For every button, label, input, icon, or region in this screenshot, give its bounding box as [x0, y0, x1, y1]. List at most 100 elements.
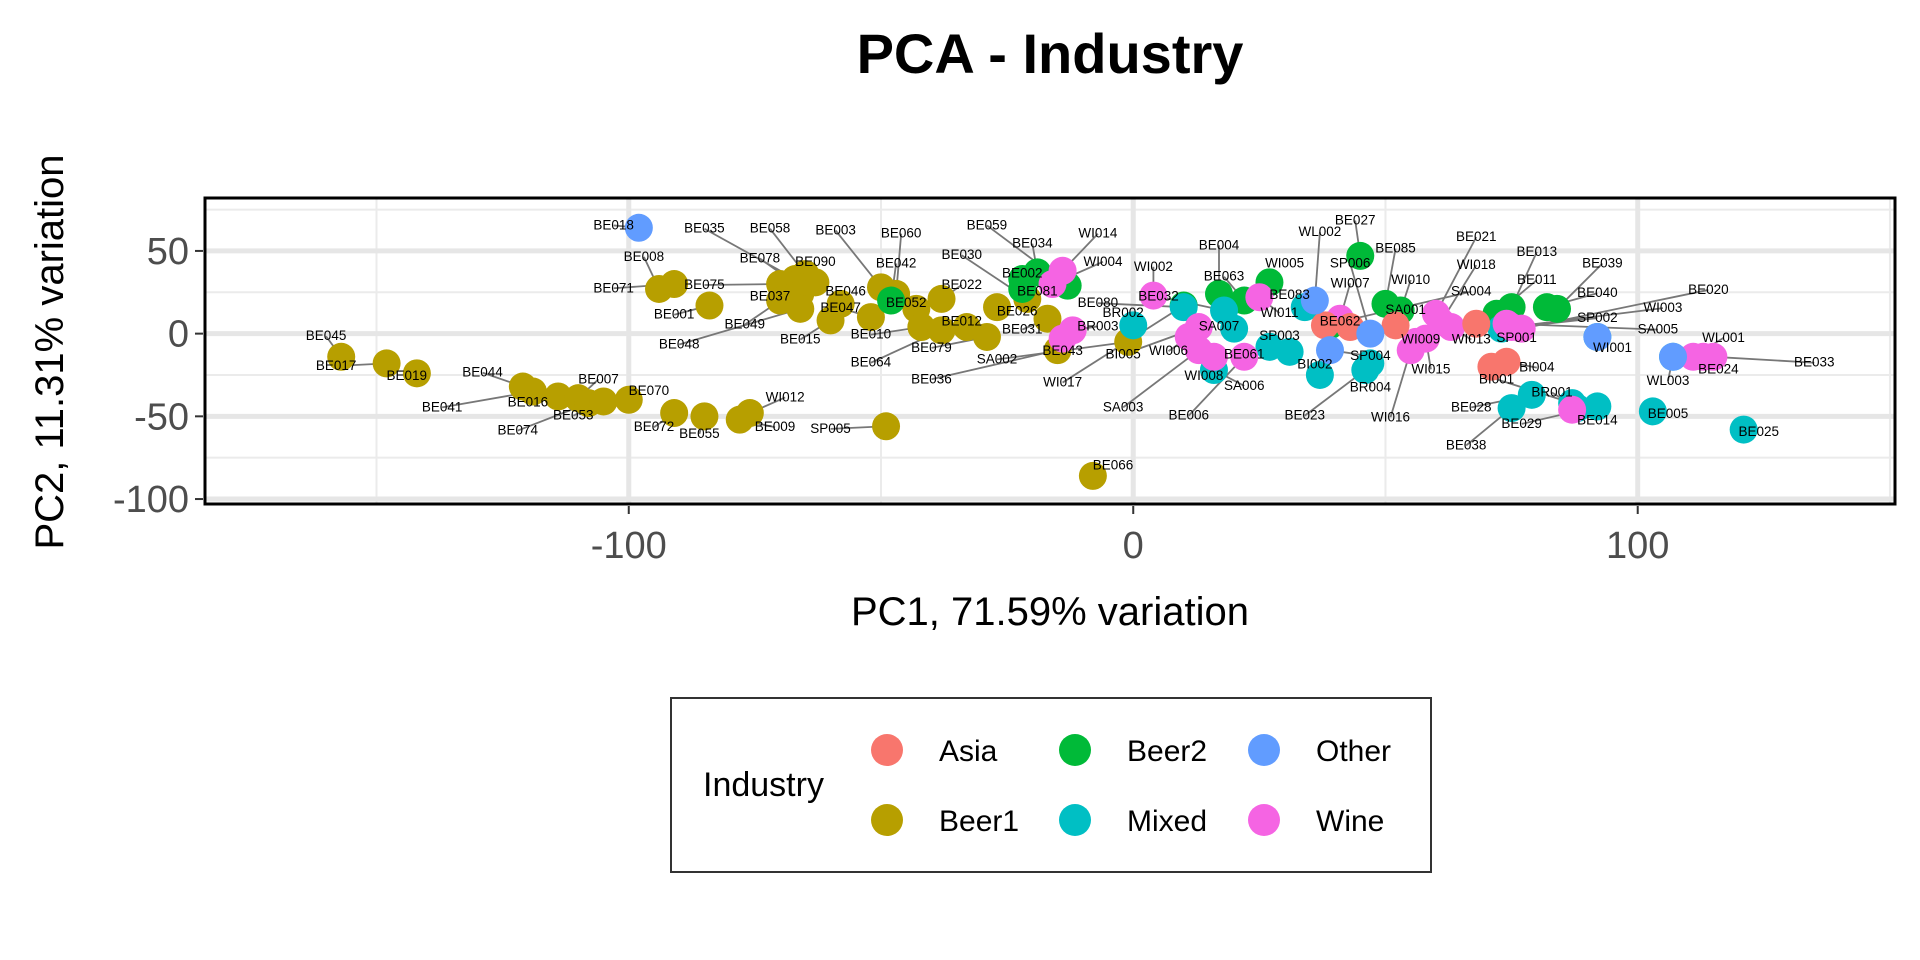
point-label: WI018: [1457, 257, 1496, 272]
point-label: BI001: [1479, 371, 1514, 386]
point-label: BE078: [740, 251, 781, 266]
point-label: WI017: [1043, 375, 1082, 390]
point-label: BE013: [1517, 244, 1558, 259]
point-label: BE080: [1078, 295, 1119, 310]
legend-label-other: Other: [1316, 735, 1391, 768]
point-label: BE079: [911, 340, 952, 355]
point-beer1: [983, 293, 1012, 322]
point-beer1: [544, 382, 573, 411]
legend-label-mixed: Mixed: [1127, 805, 1207, 838]
point-label: BE033: [1794, 355, 1835, 370]
point-label: BE074: [498, 423, 539, 438]
point-label: BE029: [1501, 416, 1542, 431]
axis-ticks: -100 0 100 -100 -50 0 50: [113, 231, 1669, 567]
point-label: BE027: [1335, 212, 1376, 227]
point-beer2: [1346, 241, 1375, 270]
point-label: BE045: [306, 328, 347, 343]
point-label: BE021: [1456, 229, 1497, 244]
x-axis-title: PC1, 71.59% variation: [851, 590, 1249, 634]
point-beer1: [826, 289, 855, 318]
leader-line: [1122, 349, 1200, 409]
point-label: BE032: [1138, 289, 1179, 304]
point-mixed: [1119, 311, 1148, 340]
point-beer2: [877, 286, 906, 315]
point-other: [1356, 319, 1385, 348]
point-label: BE070: [629, 383, 670, 398]
point-label: BR003: [1077, 318, 1118, 333]
point-label: BE052: [886, 295, 927, 310]
point-label: BE035: [684, 221, 725, 236]
point-label: SP004: [1350, 348, 1391, 363]
point-label: WI004: [1083, 254, 1123, 269]
point-beer1: [725, 405, 754, 434]
point-label: BE055: [679, 426, 720, 441]
point-label: SA003: [1103, 399, 1144, 414]
point-label: SA002: [977, 351, 1018, 366]
point-label: BE017: [316, 358, 357, 373]
point-label: BE020: [1688, 282, 1729, 297]
point-label: SA007: [1199, 318, 1240, 333]
point-mixed: [1638, 397, 1667, 426]
point-label: BE061: [1224, 346, 1265, 361]
point-label: WI006: [1149, 343, 1188, 358]
point-beer1: [327, 342, 356, 371]
point-label: BE081: [1017, 284, 1058, 299]
point-label: BE060: [881, 226, 922, 241]
point-wine: [1184, 336, 1213, 365]
y-tick-label: 50: [147, 231, 189, 273]
point-label: WL001: [1702, 330, 1745, 345]
point-label: BE063: [1204, 269, 1245, 284]
point-label: BR004: [1350, 380, 1392, 395]
point-other: [624, 213, 653, 242]
point-label: WL002: [1299, 224, 1342, 239]
point-beer1: [372, 349, 401, 378]
point-label: WI005: [1265, 255, 1304, 270]
point-label: BE062: [1320, 313, 1361, 328]
point-label: BE011: [1517, 272, 1557, 287]
point-beer2: [1532, 293, 1561, 322]
leader-line: [1097, 302, 1184, 309]
x-tick-label: 100: [1606, 525, 1669, 567]
legend-key-beer1: [871, 804, 903, 836]
legend-label-wine: Wine: [1316, 805, 1384, 838]
point-label: BE023: [1284, 408, 1325, 423]
point-wine: [1421, 299, 1450, 328]
data-points: [327, 213, 1758, 490]
point-labels: BE018 BE035 BE058 BE003 BE060 BE059 BE034 WI014…: [306, 212, 1835, 472]
y-tick-label: -50: [134, 396, 189, 438]
point-label: BE075: [684, 277, 725, 292]
point-label: WI015: [1411, 361, 1450, 376]
point-label: BE064: [851, 355, 892, 370]
point-beer1: [856, 303, 885, 332]
legend-key-wine: [1248, 804, 1280, 836]
point-beer1: [927, 316, 956, 345]
point-other: [1300, 286, 1329, 315]
point-label: WI001: [1593, 340, 1632, 355]
point-wine: [1245, 283, 1274, 312]
point-wine: [1048, 324, 1077, 353]
point-label: SA004: [1451, 284, 1492, 299]
point-beer1: [614, 385, 643, 414]
point-label: BE072: [634, 419, 675, 434]
legend-key-asia: [871, 734, 903, 766]
point-label: BE071: [593, 280, 634, 295]
point-mixed: [1583, 392, 1612, 421]
point-label: WI009: [1401, 332, 1440, 347]
y-axis-title: PC2, 11.31% variation: [28, 154, 72, 549]
legend-box: [670, 697, 1432, 873]
point-label: SP003: [1259, 328, 1300, 343]
point-label: WI013: [1452, 332, 1491, 347]
point-beer1: [589, 387, 618, 416]
point-label: BE006: [1168, 408, 1209, 423]
point-mixed: [1729, 415, 1758, 444]
point-label: BE031: [1002, 322, 1043, 337]
point-wine: [1139, 281, 1168, 310]
point-wine: [1230, 342, 1259, 371]
point-label: BE043: [1042, 343, 1083, 358]
point-label: BE048: [659, 337, 700, 352]
point-beer1: [786, 294, 815, 323]
point-other: [1583, 322, 1612, 351]
point-beer1: [690, 402, 719, 431]
x-tick-label: 0: [1123, 525, 1144, 567]
point-beer1: [972, 322, 1001, 351]
